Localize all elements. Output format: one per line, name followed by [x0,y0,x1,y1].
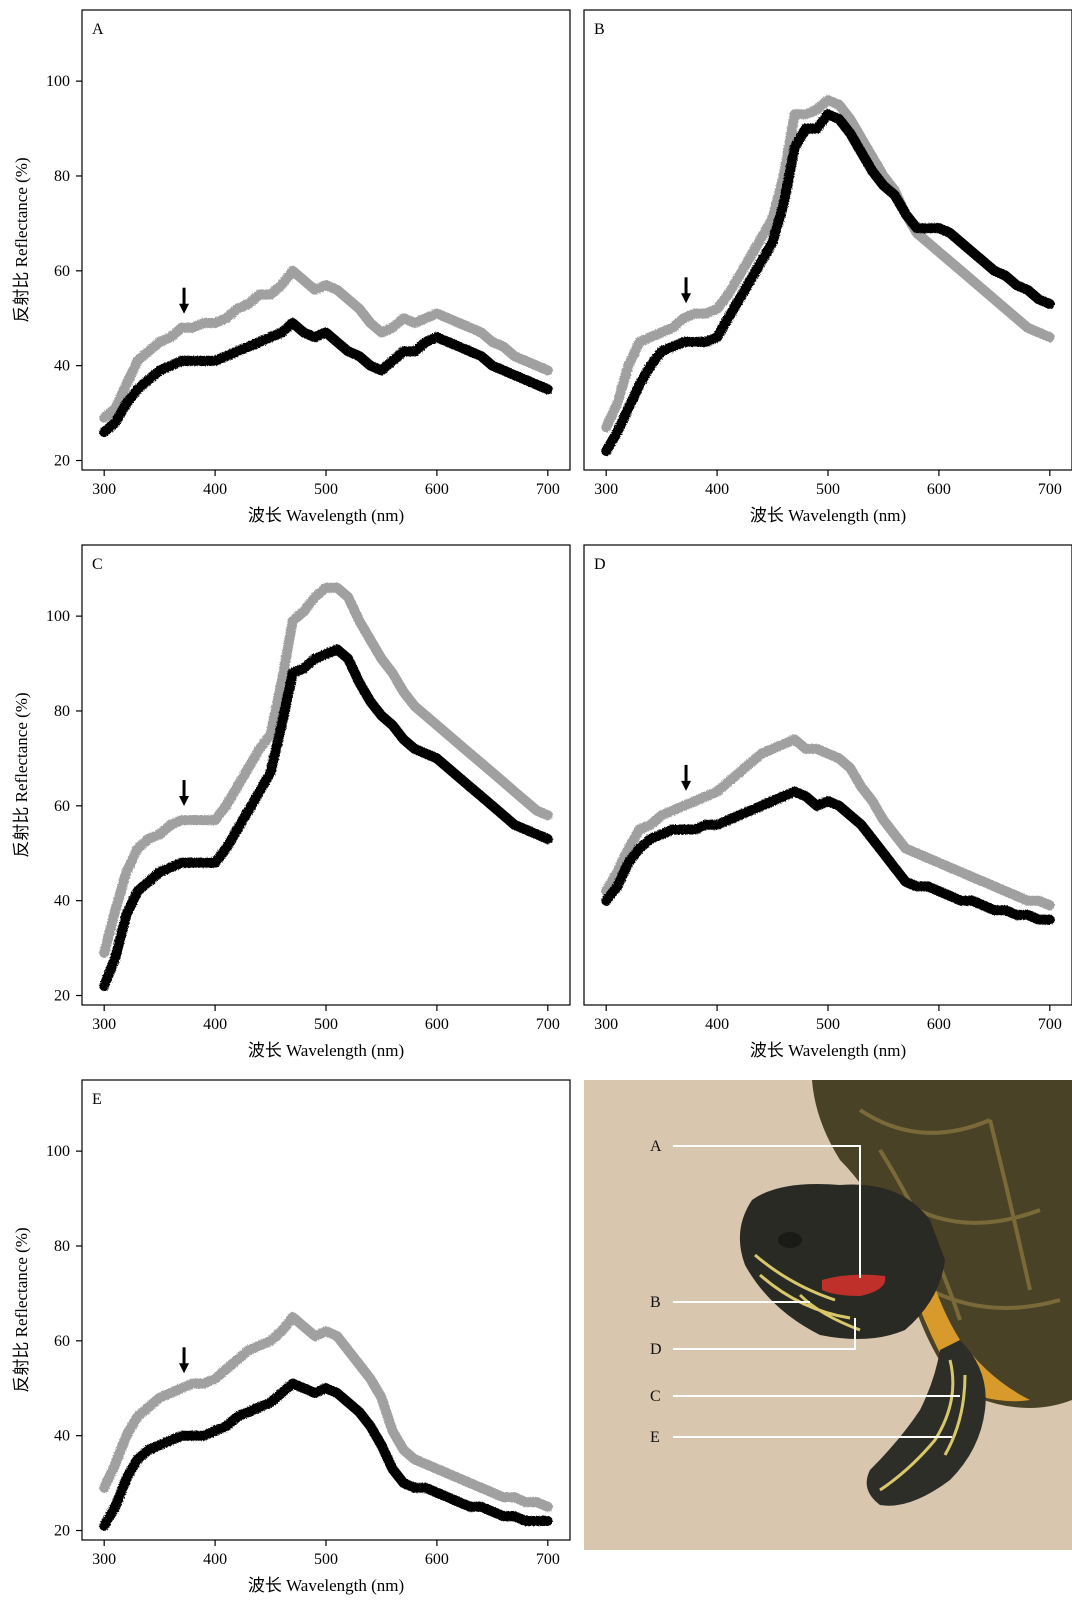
panel-c-ytick-label-3: 80 [54,703,70,720]
panel-a-frame [81,9,571,471]
panel-e-ylabel: 反射比 Reflectance (%) [12,1227,31,1392]
panel-a-xtick-label-2: 500 [314,481,338,498]
panel-d-arrow-head [681,780,692,791]
turtle-photo: A B D C E [584,1080,1072,1550]
panel-c-letter: C [92,556,103,573]
panel-d-xlabel: 波长 Wavelength (nm) [750,1041,906,1060]
photo-label-B: B [650,1294,661,1311]
panel-b-xtick-label-1: 400 [705,481,729,498]
panel-c-series-grey [99,582,553,958]
panel-e-series-black [99,1378,553,1531]
panel-a-ytick-label-1: 40 [54,358,70,375]
photo-label-D: D [650,1341,662,1358]
red-ear-stripe [822,1274,886,1296]
panel-c-ytick-label-0: 20 [54,988,70,1005]
turtle-leg [866,1340,986,1506]
panel-b-xtick-label-0: 300 [594,481,618,498]
panel-b-letter: B [594,21,605,38]
panel-d-series-grey [601,734,1055,911]
panel-e-ytick-label-2: 60 [54,1333,70,1350]
panel-a-ytick-label-0: 20 [54,453,70,470]
panel-a-xtick-label-4: 700 [536,481,560,498]
panel-c-ylabel: 反射比 Reflectance (%) [12,692,31,857]
panel-e-series-grey [99,1312,553,1512]
pointer-A [673,1145,861,1278]
panel-a-series-black [99,318,553,438]
panel-c-series-black [99,644,553,991]
panel-d-xtick-label-0: 300 [594,1016,618,1033]
panel-e-ytick-label-3: 80 [54,1238,70,1255]
panel-a-xtick-label-1: 400 [203,481,227,498]
panel-c-arrow-head [179,796,190,807]
photo-pointers [673,1145,960,1438]
panel-e-xtick-label-4: 700 [536,1551,560,1568]
panel-d-frame [583,544,1072,1006]
yellow-head-stripes [754,1253,861,1332]
panel-e-letter: E [92,1091,102,1108]
panel-b-frame [583,9,1072,471]
panel-c: C 300 400 500 600 700 20 40 60 80 100 波长 Wavelength… [12,544,571,1060]
panel-c-xtick-label-2: 500 [314,1016,338,1033]
leg-stripes [879,1359,967,1492]
panel-a-ytick-label-3: 80 [54,168,70,185]
panel-d-xtick-label-1: 400 [705,1016,729,1033]
panel-e-xtick-label-3: 600 [425,1551,449,1568]
panel-b-xtick-label-2: 500 [816,481,840,498]
panel-a-series-grey [99,265,553,423]
panel-a-xtick-label-3: 600 [425,481,449,498]
panel-b: B 300 400 500 600 700 波长 Wavelength (nm) [583,9,1072,525]
panel-d-xtick-label-4: 700 [1038,1016,1062,1033]
panels: A 300 400 500 600 700 20 40 60 80 100 波长 Wavelength… [12,9,1072,1595]
panel-a-xlabel: 波长 Wavelength (nm) [248,506,404,525]
panel-e-xtick-label-1: 400 [203,1551,227,1568]
panel-e-arrow-head [179,1363,190,1374]
pointer-D [673,1318,856,1350]
panel-b-series-black [601,109,1055,456]
panel-d: D 300 400 500 600 700 波长 Wavelength (nm) [583,544,1072,1060]
panel-a: A 300 400 500 600 700 20 40 60 80 100 波长 Wavelength… [12,9,571,525]
panel-d-series-black [601,786,1055,925]
turtle-head [739,1184,945,1339]
panel-c-xtick-label-1: 400 [203,1016,227,1033]
panel-d-xtick-label-3: 600 [927,1016,951,1033]
panel-a-ytick-label-4: 100 [46,73,70,90]
panel-e-ytick-label-1: 40 [54,1428,70,1445]
panel-e: E 300 400 500 600 700 20 40 60 80 100 波长 Wavelength… [12,1079,571,1595]
panel-a-xtick-label-0: 300 [92,481,116,498]
photo-label-C: C [650,1388,661,1405]
panel-a-arrow-head [179,303,190,314]
photo-label-E: E [650,1429,660,1446]
panel-b-xtick-label-3: 600 [927,481,951,498]
panel-c-xtick-label-4: 700 [536,1016,560,1033]
photo-label-A: A [650,1138,662,1155]
panel-b-xlabel: 波长 Wavelength (nm) [750,506,906,525]
panel-c-ytick-label-4: 100 [46,608,70,625]
panel-b-series-grey [601,95,1055,433]
panel-e-xtick-label-2: 500 [314,1551,338,1568]
panel-c-xtick-label-0: 300 [92,1016,116,1033]
panel-b-arrow-head [681,293,692,304]
panel-e-xtick-label-0: 300 [92,1551,116,1568]
panel-c-xtick-label-3: 600 [425,1016,449,1033]
turtle-shell [812,1080,1072,1408]
panel-d-xtick-label-2: 500 [816,1016,840,1033]
panel-e-ytick-label-0: 20 [54,1523,70,1540]
panel-c-ytick-label-2: 60 [54,798,70,815]
panel-a-letter: A [92,21,104,38]
panel-c-xlabel: 波长 Wavelength (nm) [248,1041,404,1060]
panel-e-xlabel: 波长 Wavelength (nm) [248,1576,404,1595]
shell-pattern [858,1108,1061,1321]
panel-a-ytick-label-2: 60 [54,263,70,280]
panel-d-letter: D [594,556,606,573]
turtle-eye [778,1232,802,1248]
panel-e-frame [81,1079,571,1541]
panel-b-xtick-label-4: 700 [1038,481,1062,498]
panel-e-ytick-label-4: 100 [46,1143,70,1160]
panel-a-ylabel: 反射比 Reflectance (%) [12,157,31,322]
panel-c-ytick-label-1: 40 [54,893,70,910]
